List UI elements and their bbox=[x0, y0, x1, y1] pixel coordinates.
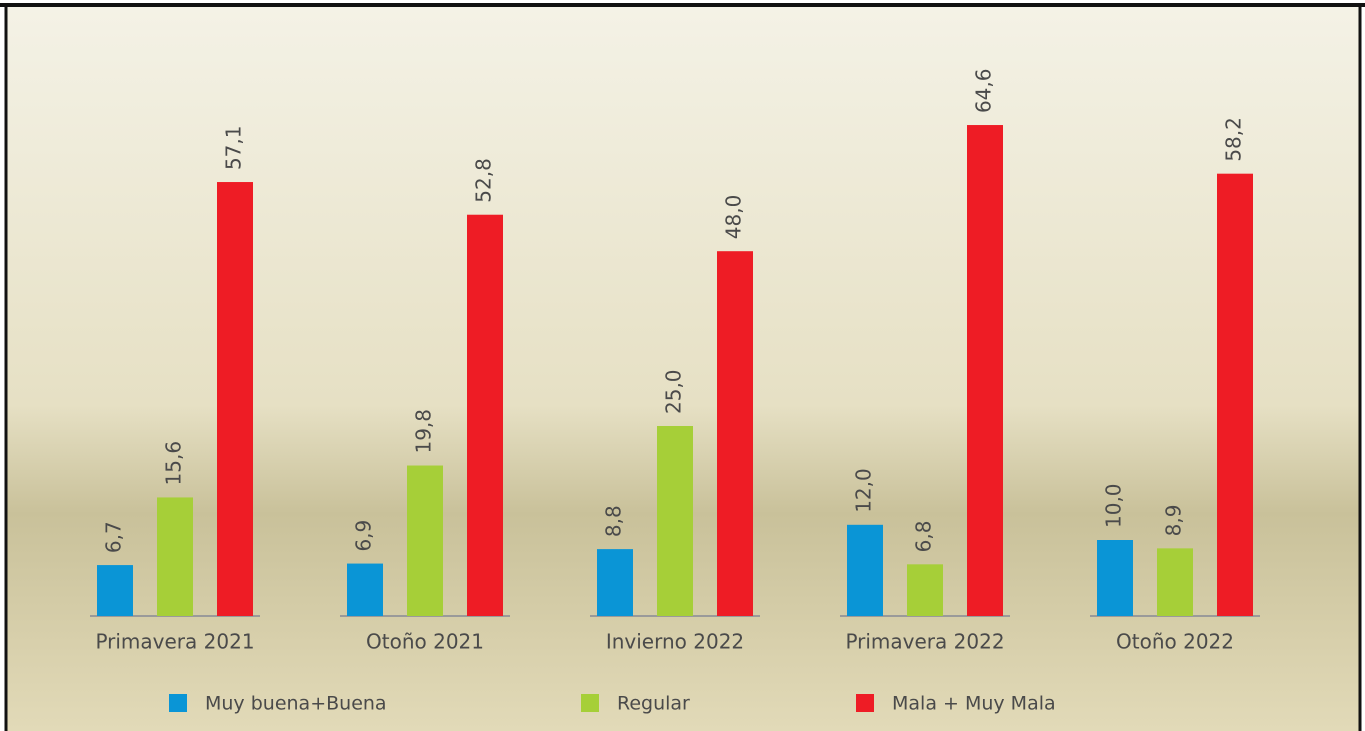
page: {"chart_data": {"type": "bar", "categori… bbox=[0, 0, 1365, 731]
value-label: 25,0 bbox=[662, 369, 686, 414]
x-tick-label: Primavera 2021 bbox=[95, 630, 254, 654]
bar bbox=[97, 565, 133, 616]
value-label: 6,8 bbox=[912, 521, 936, 553]
value-label: 64,6 bbox=[972, 69, 996, 114]
bar bbox=[1217, 174, 1253, 616]
bar bbox=[657, 426, 693, 616]
x-tick-label: Primavera 2022 bbox=[845, 630, 1004, 654]
x-tick-label: Otoño 2021 bbox=[366, 630, 484, 654]
bar bbox=[907, 564, 943, 616]
legend-label: Mala + Muy Mala bbox=[892, 693, 1056, 715]
background bbox=[5, 6, 1360, 731]
bar bbox=[597, 549, 633, 616]
value-label: 58,2 bbox=[1222, 117, 1246, 162]
bar bbox=[1157, 548, 1193, 616]
bar bbox=[967, 125, 1003, 616]
value-label: 8,9 bbox=[1162, 505, 1186, 537]
value-label: 12,0 bbox=[852, 468, 876, 513]
value-label: 15,6 bbox=[162, 441, 186, 486]
value-label: 6,7 bbox=[102, 521, 126, 553]
legend-label: Regular bbox=[617, 693, 690, 715]
value-label: 8,8 bbox=[602, 505, 626, 537]
bar bbox=[847, 525, 883, 616]
value-label: 6,9 bbox=[352, 520, 376, 552]
legend-swatch bbox=[581, 694, 599, 712]
legend-swatch bbox=[856, 694, 874, 712]
value-label: 10,0 bbox=[1102, 483, 1126, 528]
value-label: 48,0 bbox=[722, 195, 746, 240]
bar bbox=[407, 466, 443, 616]
legend-swatch bbox=[169, 694, 187, 712]
bar bbox=[1097, 540, 1133, 616]
bar bbox=[217, 182, 253, 616]
bar bbox=[157, 497, 193, 616]
value-label: 19,8 bbox=[412, 409, 436, 454]
bar bbox=[467, 215, 503, 616]
value-label: 57,1 bbox=[222, 126, 246, 171]
chart: Primavera 2021 6,7 15,6 57,1 Otoño 2021 6,9 19… bbox=[0, 0, 1365, 731]
x-tick-label: Invierno 2022 bbox=[606, 630, 744, 654]
x-tick-label: Otoño 2022 bbox=[1116, 630, 1234, 654]
bar bbox=[347, 564, 383, 616]
bar bbox=[717, 251, 753, 616]
value-label: 52,8 bbox=[472, 158, 496, 203]
legend-label: Muy buena+Buena bbox=[205, 693, 387, 715]
